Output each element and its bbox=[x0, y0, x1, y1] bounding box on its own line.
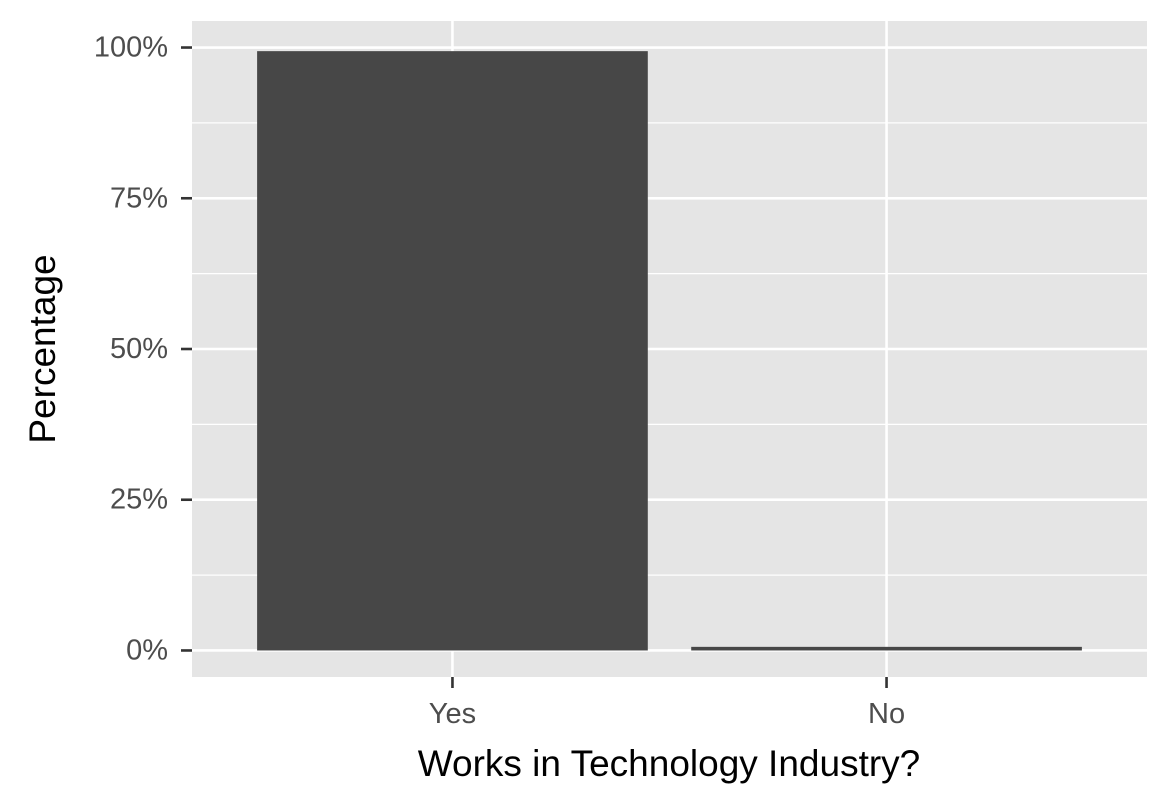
bar-yes bbox=[257, 51, 648, 651]
x-tick-label: Yes bbox=[429, 698, 476, 730]
y-tick-label: 100% bbox=[94, 32, 168, 64]
x-axis: Yes No bbox=[429, 677, 905, 730]
bars bbox=[257, 51, 1082, 651]
x-axis-title: Works in Technology Industry? bbox=[418, 743, 921, 784]
bar-no bbox=[691, 646, 1082, 651]
y-tick-label: 25% bbox=[110, 484, 168, 516]
y-tick-label: 75% bbox=[110, 182, 168, 214]
y-axis-title: Percentage bbox=[22, 254, 63, 443]
x-tick-label: No bbox=[868, 698, 905, 730]
y-tick-label: 50% bbox=[110, 333, 168, 365]
y-axis: 0% 25% 50% 75% 100% bbox=[94, 32, 192, 666]
y-tick-label: 0% bbox=[126, 634, 168, 666]
